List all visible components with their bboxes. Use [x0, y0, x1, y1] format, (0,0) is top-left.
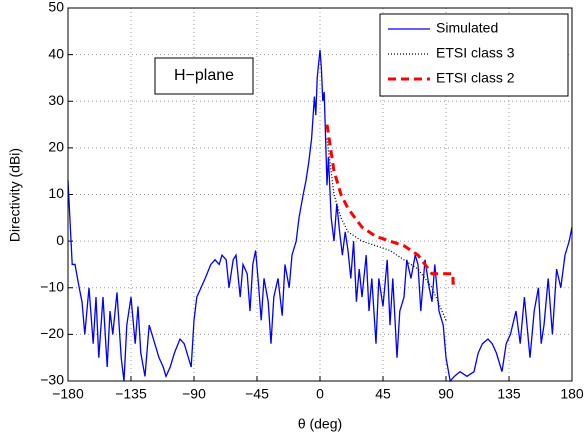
y-tick-label: −10	[40, 278, 64, 294]
y-tick-label: −20	[40, 325, 64, 341]
annotation-box	[154, 57, 254, 95]
y-axis-label: Directivity (dBi)	[7, 148, 23, 242]
series-line	[326, 138, 447, 321]
legend-label: ETSI class 3	[436, 45, 515, 61]
y-tick-label: −30	[40, 372, 64, 388]
legend-label: Simulated	[436, 20, 498, 36]
x-tick-label: −45	[245, 386, 269, 402]
x-tick-label: 180	[560, 386, 584, 402]
x-tick-label: −180	[52, 386, 84, 402]
x-tick-label: 0	[316, 386, 324, 402]
y-tick-label: 10	[48, 185, 64, 201]
legend-label: ETSI class 2	[436, 70, 515, 86]
x-tick-label: 135	[497, 386, 521, 402]
y-tick-label: 50	[48, 0, 64, 15]
x-axis-label: θ (deg)	[298, 416, 342, 432]
series-line	[325, 124, 460, 285]
x-tick-label: −90	[182, 386, 206, 402]
y-tick-label: 0	[56, 232, 64, 248]
legend-box	[379, 13, 569, 97]
x-tick-label: −135	[115, 386, 147, 402]
series-line	[67, 49, 573, 383]
y-tick-label: 40	[48, 45, 64, 61]
x-tick-label: 90	[438, 386, 454, 402]
annotation: H−plane	[174, 67, 234, 84]
x-tick-label: 45	[375, 386, 391, 402]
y-tick-label: 30	[48, 92, 64, 108]
plot-frame	[67, 7, 573, 382]
y-tick-label: 20	[48, 139, 64, 155]
